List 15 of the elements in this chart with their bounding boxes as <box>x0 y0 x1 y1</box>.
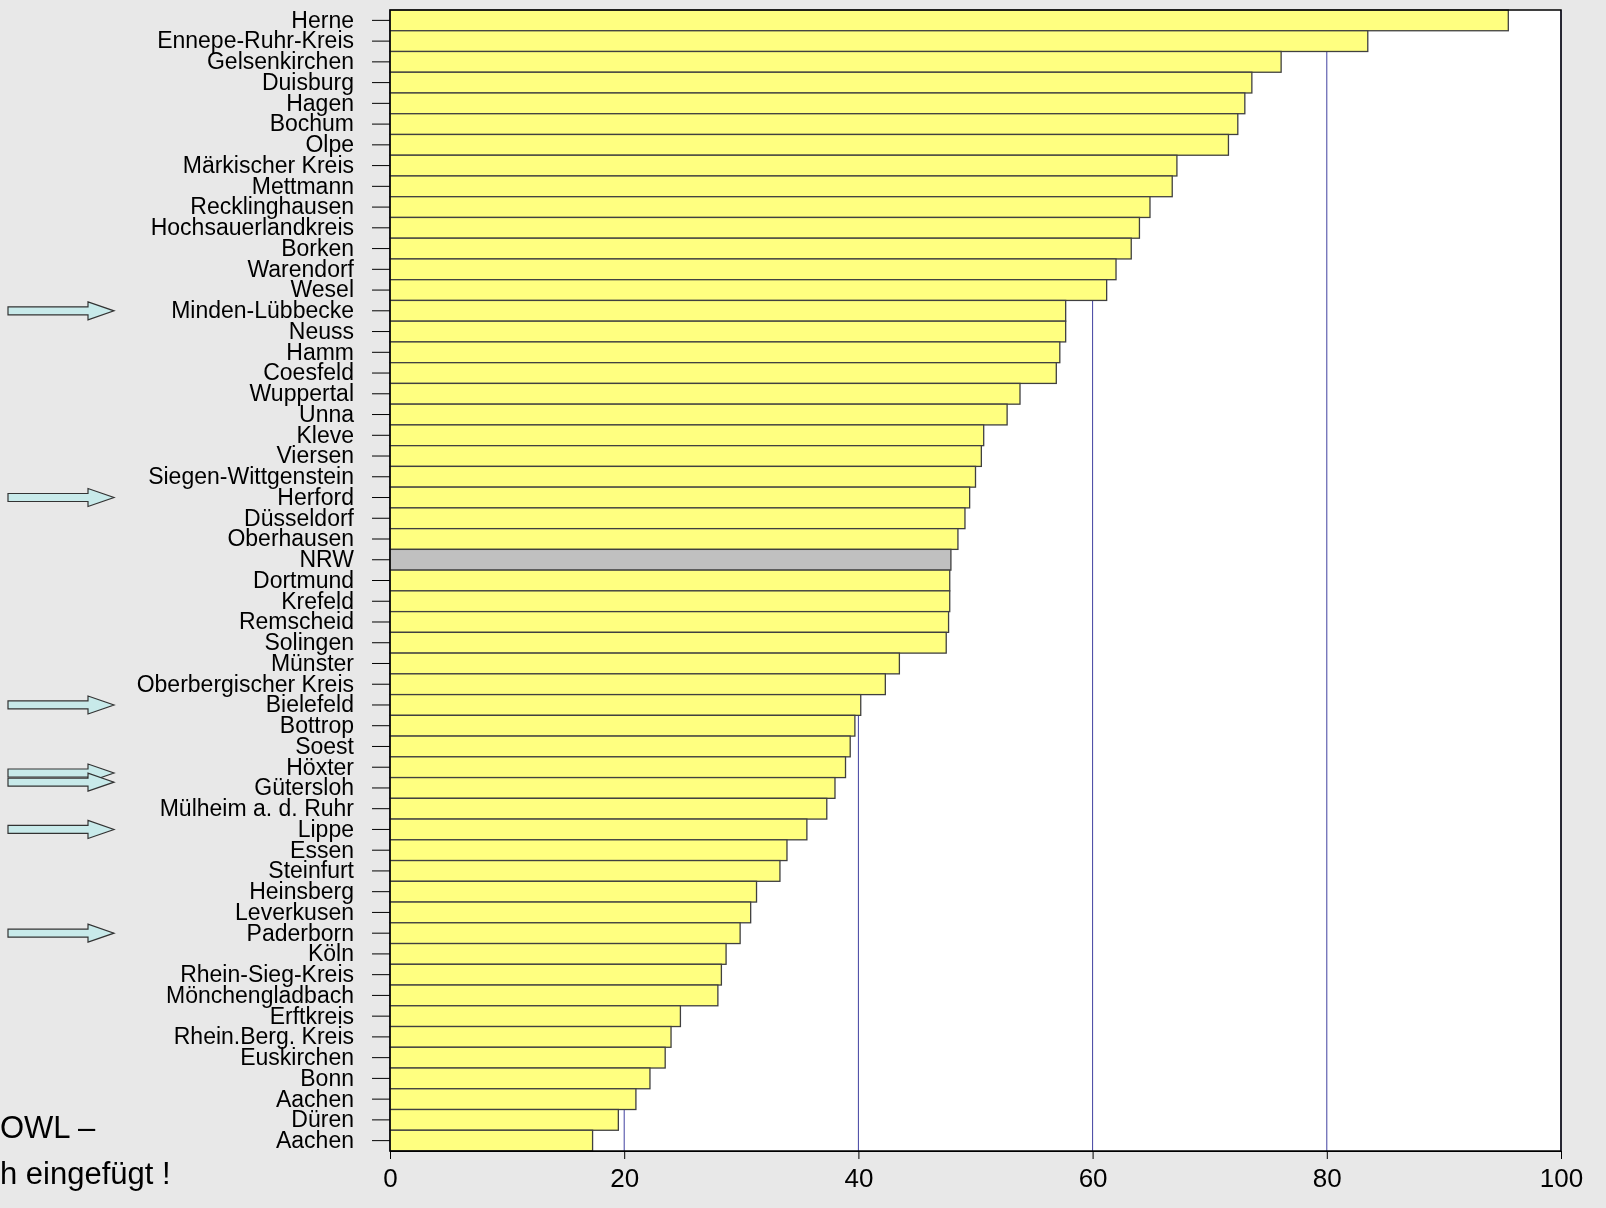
x-tick-label: 0 <box>383 1163 398 1194</box>
x-tick-label: 100 <box>1539 1163 1584 1194</box>
y-tick-label: Siegen-Wittgenstein <box>148 463 354 490</box>
x-tick-label: 20 <box>610 1163 640 1194</box>
x-tick-label: 60 <box>1078 1163 1108 1194</box>
y-tick-label: Kleve <box>296 421 354 448</box>
y-tick-label: Aachen <box>275 1126 354 1153</box>
x-tick-label: 80 <box>1312 1163 1342 1194</box>
text: OWL – <box>0 1110 97 1145</box>
y-tick-label: Recklinghausen <box>190 193 354 220</box>
x-tick-label: 40 <box>844 1163 874 1194</box>
y-tick-label: Ennepe-Ruhr-Kreis <box>157 27 354 54</box>
text: h eingefügt ! <box>0 1156 171 1191</box>
y-tick-label: Neuss <box>288 317 354 344</box>
y-tick-label: Heinsberg <box>249 878 354 905</box>
